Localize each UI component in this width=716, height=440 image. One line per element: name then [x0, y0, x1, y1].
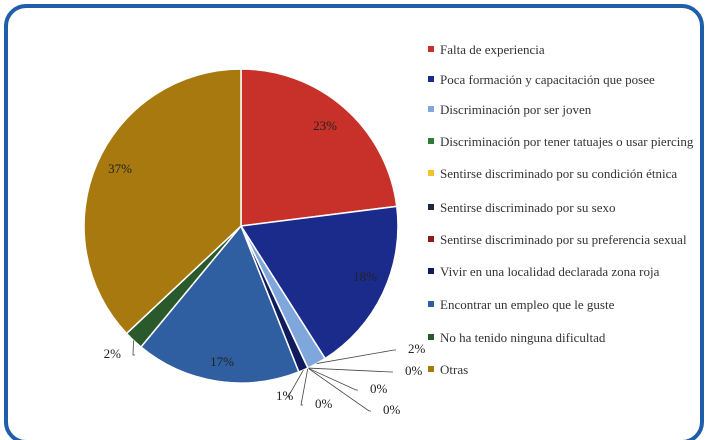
legend-label: Poca formación y capacitación que posee — [440, 72, 655, 87]
legend-item: Sentirse discriminado por su sexo — [428, 201, 716, 214]
legend-marker — [428, 268, 434, 274]
data-label: 18% — [353, 269, 377, 284]
pie-slice — [83, 68, 242, 335]
legend-item: Otras — [428, 363, 716, 376]
legend-label: Falta de experiencia — [440, 42, 545, 57]
leader-line — [316, 349, 396, 364]
legend-marker — [428, 170, 434, 176]
legend-item: Vivir en una localidad declarada zona ro… — [428, 265, 716, 278]
legend-marker — [428, 236, 434, 242]
data-label: 2% — [408, 341, 426, 356]
legend-marker — [428, 366, 434, 372]
legend-marker — [428, 106, 434, 112]
data-label: 17% — [210, 354, 234, 369]
legend-label: No ha tenido ninguna dificultad — [440, 330, 606, 345]
leader-line — [307, 367, 393, 373]
legend-label: Discriminación por ser joven — [440, 102, 592, 117]
leader-line — [307, 367, 358, 391]
legend-label: Otras — [440, 362, 469, 377]
legend-marker — [428, 138, 434, 144]
legend-item: Encontrar un empleo que le guste — [428, 298, 716, 311]
frame — [4, 4, 704, 440]
data-label: 2% — [104, 346, 122, 361]
pie-slice — [240, 68, 398, 227]
legend-item: No ha tenido ninguna dificultad — [428, 331, 716, 344]
leader-line — [132, 340, 135, 356]
legend-item: Sentirse discriminado por su preferencia… — [428, 233, 716, 246]
pie-slice — [139, 224, 300, 384]
legend-item: Discriminación por tener tatuajes o usar… — [428, 135, 716, 148]
leader-line — [300, 367, 309, 406]
leader-line — [287, 369, 304, 398]
data-label: 0% — [383, 402, 401, 417]
pie-slice — [239, 205, 399, 360]
data-label: 37% — [108, 161, 132, 176]
legend-item: Discriminación por ser joven — [428, 103, 716, 116]
data-label: 1% — [276, 388, 294, 403]
legend-item: Sentirse discriminado por su condición é… — [428, 167, 716, 180]
legend-label: Sentirse discriminado por su sexo — [440, 200, 616, 215]
data-label: 0% — [370, 381, 388, 396]
legend-item: Poca formación y capacitación que posee — [428, 73, 716, 86]
data-label: 0% — [315, 396, 333, 411]
legend-marker — [428, 204, 434, 210]
data-label: 0% — [405, 363, 423, 378]
legend-marker — [428, 76, 434, 82]
data-label: 23% — [313, 118, 337, 133]
legend-item: Falta de experiencia — [428, 43, 716, 56]
legend-marker — [428, 301, 434, 307]
legend-label: Encontrar un empleo que le guste — [440, 297, 615, 312]
legend-label: Sentirse discriminado por su preferencia… — [440, 232, 687, 247]
legend-label: Discriminación por tener tatuajes o usar… — [440, 134, 694, 149]
legend-marker — [428, 46, 434, 52]
leader-line — [307, 367, 371, 412]
legend-marker — [428, 334, 434, 340]
legend-label: Vivir en una localidad declarada zona ro… — [440, 264, 660, 279]
legend-label: Sentirse discriminado por su condición é… — [440, 166, 678, 181]
